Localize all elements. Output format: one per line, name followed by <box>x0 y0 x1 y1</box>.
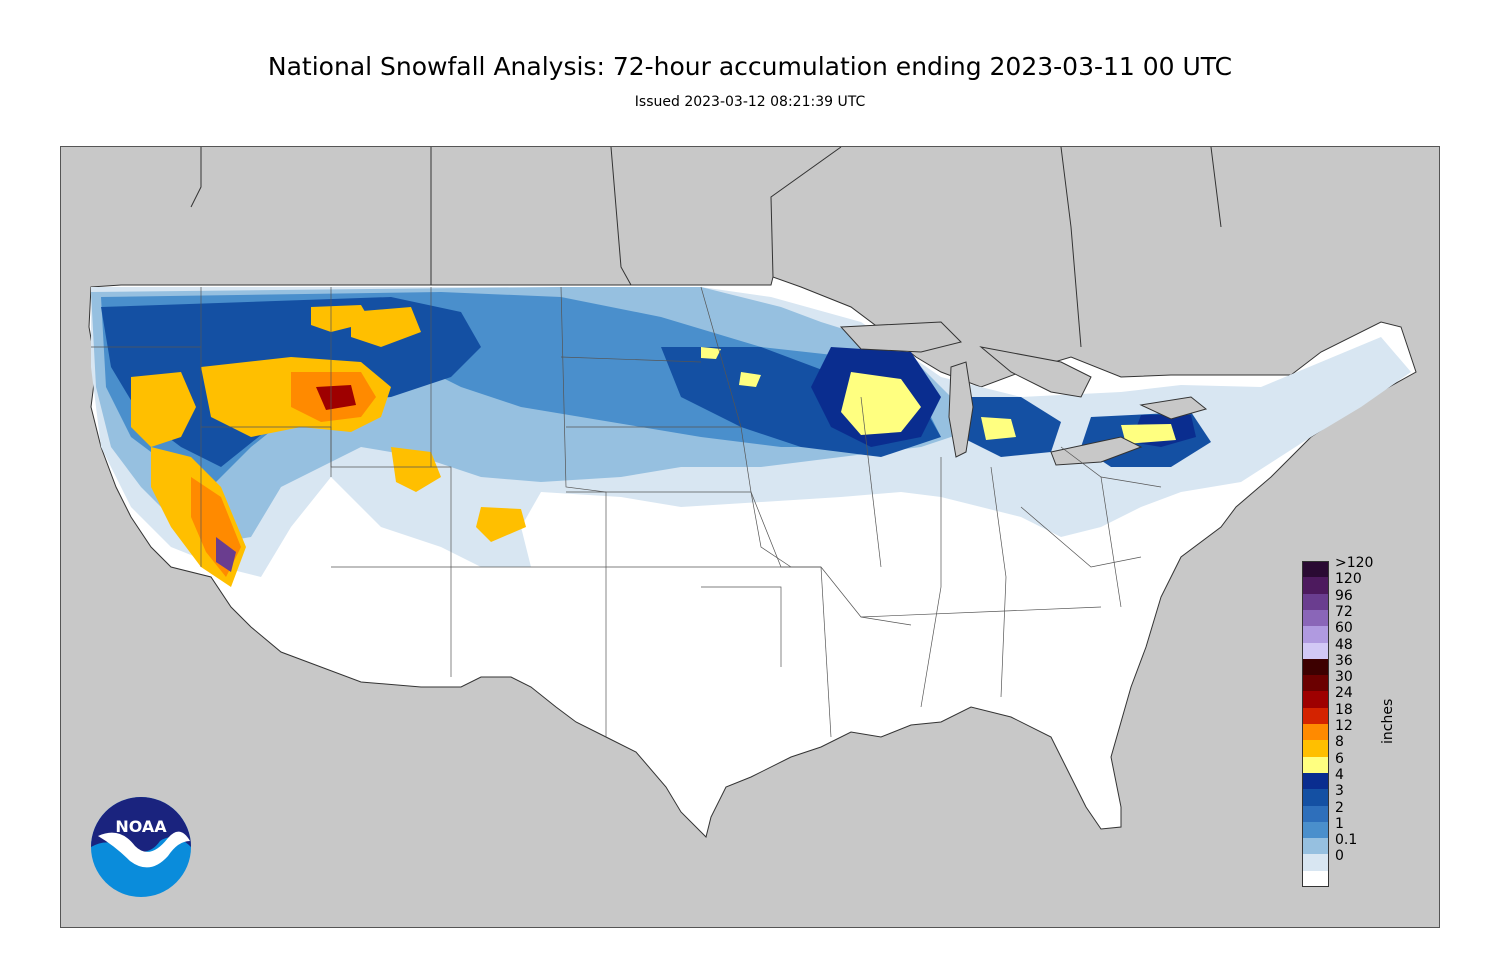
legend-swatch <box>1302 561 1329 578</box>
legend-label: 2 <box>1335 799 1344 816</box>
legend-swatch <box>1302 805 1329 823</box>
legend-label: 96 <box>1335 587 1353 604</box>
noaa-logo-icon: NOAA <box>91 797 191 897</box>
snow-coverage <box>91 287 1411 587</box>
legend-label: 48 <box>1335 636 1353 653</box>
legend-label: >120 <box>1335 555 1374 571</box>
legend-swatch <box>1302 854 1329 872</box>
legend-swatch <box>1302 838 1329 855</box>
legend-swatch <box>1302 675 1329 692</box>
legend-swatch <box>1302 756 1329 774</box>
legend-swatch <box>1302 658 1329 676</box>
legend-swatch <box>1302 577 1329 595</box>
legend-swatch <box>1302 609 1329 627</box>
legend-swatch <box>1302 593 1329 611</box>
snowfall-map[interactable] <box>60 146 1440 928</box>
legend-label: 6 <box>1335 750 1344 767</box>
legend-swatch <box>1302 789 1329 806</box>
legend-swatch <box>1302 707 1329 725</box>
map-svg <box>88 147 1417 838</box>
country-boundaries <box>190 147 1222 348</box>
legend-label: 24 <box>1335 685 1353 702</box>
legend-swatch <box>1302 821 1329 839</box>
legend-label: 8 <box>1335 734 1344 751</box>
legend-label: 12 <box>1335 718 1353 734</box>
legend-label: 36 <box>1335 652 1353 669</box>
legend-swatch <box>1302 724 1329 741</box>
legend-swatch <box>1302 626 1329 643</box>
state-boundaries <box>91 286 1162 738</box>
legend-swatch <box>1302 870 1329 888</box>
legend-label: 72 <box>1335 603 1353 620</box>
legend-swatch <box>1302 642 1329 660</box>
legend-label: 1 <box>1335 815 1344 832</box>
legend-label: 3 <box>1335 783 1344 800</box>
legend-swatch <box>1302 740 1329 758</box>
legend-label: 60 <box>1335 620 1353 637</box>
legend-label: 120 <box>1335 571 1362 588</box>
legend-label: 0 <box>1335 848 1344 865</box>
page-title: National Snowfall Analysis: 72-hour accu… <box>267 52 1233 81</box>
great-lakes <box>839 321 1208 466</box>
legend-label: 18 <box>1335 701 1353 718</box>
legend: >120 120 96 72 60 48 36 30 24 18 12 8 6 4 3 2 1 0.1 0 <box>1302 556 1402 888</box>
legend-label: 4 <box>1335 766 1344 783</box>
noaa-logo-text: NOAA <box>115 817 167 836</box>
legend-swatch <box>1302 772 1329 790</box>
legend-label: 0.1 <box>1335 832 1358 849</box>
legend-units: inches <box>1380 698 1396 744</box>
legend-swatch <box>1302 691 1329 709</box>
legend-label: 30 <box>1335 669 1353 686</box>
issued-timestamp: Issued 2023-03-12 08:21:39 UTC <box>634 94 866 110</box>
